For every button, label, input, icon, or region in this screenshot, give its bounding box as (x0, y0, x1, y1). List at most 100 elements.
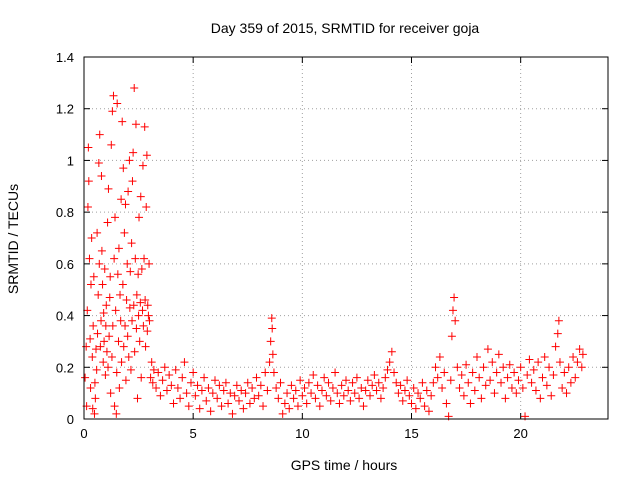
data-point (112, 409, 121, 418)
data-point (104, 363, 113, 372)
data-point (562, 389, 571, 398)
data-point (83, 202, 92, 211)
data-point (87, 234, 96, 242)
data-point (226, 389, 235, 398)
data-point (91, 394, 100, 403)
data-point (266, 337, 275, 346)
data-point (268, 350, 277, 359)
data-point (171, 365, 180, 374)
data-point (132, 324, 141, 333)
data-point (211, 376, 219, 385)
data-point (553, 329, 562, 338)
data-point (230, 391, 239, 400)
data-point (90, 378, 99, 387)
data-point (464, 378, 473, 387)
data-point (142, 202, 151, 211)
data-point (418, 378, 427, 387)
data-point (100, 265, 109, 274)
data-point (490, 389, 499, 398)
plot-frame (83, 56, 609, 420)
data-point (132, 290, 141, 299)
data-point (86, 383, 95, 392)
data-points (81, 84, 587, 421)
data-point (285, 404, 294, 413)
data-point (350, 389, 359, 398)
data-point (114, 244, 123, 253)
data-point (97, 246, 106, 255)
data-point (551, 342, 560, 351)
data-point (224, 399, 233, 408)
data-point (357, 383, 366, 392)
data-point (156, 391, 165, 400)
data-point (200, 373, 209, 382)
data-point (261, 368, 270, 377)
data-point (232, 381, 241, 390)
data-point (566, 378, 575, 387)
data-point (99, 308, 108, 317)
data-point (250, 394, 259, 403)
data-point (113, 270, 122, 279)
data-point (451, 316, 460, 325)
data-point (121, 376, 130, 385)
data-point (119, 164, 128, 173)
data-point (131, 120, 140, 129)
y-tick-label: 1.4 (56, 50, 74, 65)
data-point (287, 381, 296, 390)
data-point (564, 363, 573, 372)
data-point (202, 396, 211, 405)
data-point (140, 254, 149, 263)
data-point (304, 378, 313, 387)
x-tick-label: 0 (80, 426, 87, 441)
data-point (414, 389, 423, 398)
data-point (182, 389, 191, 398)
data-point (108, 107, 117, 116)
data-point (136, 192, 145, 201)
data-point (112, 368, 121, 377)
data-point (411, 404, 420, 413)
data-point (486, 376, 495, 385)
data-point (123, 259, 132, 268)
data-point (102, 347, 111, 356)
data-point (92, 345, 101, 354)
data-point (554, 316, 563, 325)
data-point (184, 402, 193, 411)
data-point (320, 373, 329, 382)
data-point (396, 381, 405, 390)
data-point (86, 334, 95, 343)
data-point (416, 394, 425, 403)
data-point (126, 267, 135, 276)
data-point (366, 391, 375, 400)
data-point (133, 394, 142, 403)
data-point (245, 399, 254, 408)
chart-title: Day 359 of 2015, SRMTID for receiver goj… (211, 20, 480, 36)
data-point (328, 383, 337, 392)
data-point (272, 383, 281, 392)
data-point (510, 368, 519, 377)
data-point (387, 347, 396, 356)
x-axis-label: GPS time / hours (291, 457, 398, 473)
data-point (143, 327, 152, 336)
data-point (265, 358, 274, 367)
data-point (126, 365, 135, 374)
data-point (536, 394, 545, 403)
data-point (128, 316, 137, 325)
data-point (104, 184, 113, 193)
data-point (89, 272, 98, 281)
data-point (383, 365, 392, 374)
data-point (390, 368, 399, 377)
data-point (280, 399, 289, 408)
data-point (213, 394, 222, 403)
data-point (267, 314, 276, 323)
data-point (376, 394, 385, 403)
data-point (276, 378, 285, 387)
data-point (109, 91, 118, 100)
data-point (180, 358, 189, 367)
data-point (339, 391, 348, 400)
data-point (138, 161, 147, 170)
data-point (440, 368, 449, 377)
data-point (85, 254, 94, 263)
data-point (545, 363, 554, 372)
data-point (83, 306, 92, 315)
data-point (84, 143, 93, 152)
